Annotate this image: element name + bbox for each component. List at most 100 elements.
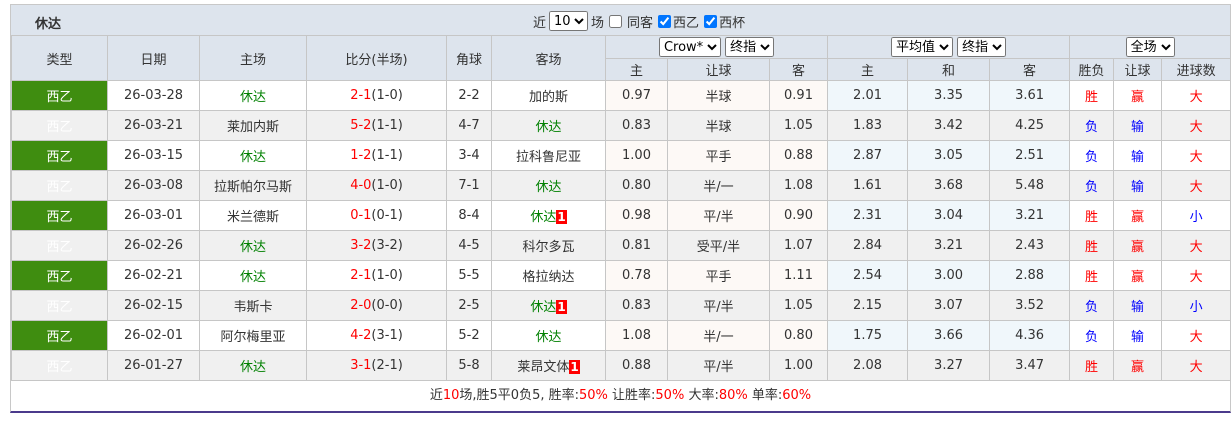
company-select[interactable]: Crow* [658, 37, 721, 57]
match-count-select[interactable]: 10 [549, 11, 589, 31]
league-type[interactable]: 西乙 [11, 290, 108, 321]
score[interactable]: 2-1(1-0) [306, 80, 447, 111]
same-away-checkbox[interactable] [609, 14, 623, 28]
col-date: 日期 [107, 35, 200, 81]
away-team[interactable]: 拉科鲁尼亚 [491, 140, 606, 171]
home-team[interactable]: 莱加内斯 [199, 110, 307, 141]
euro-odds: 3.68 [907, 170, 991, 201]
league-type[interactable]: 西乙 [11, 140, 108, 171]
red-card-badge: 1 [556, 210, 567, 224]
away-team[interactable]: 科尔多瓦 [491, 230, 606, 261]
handicap-odds: 0.81 [605, 230, 668, 261]
score[interactable]: 4-2(3-1) [306, 320, 447, 351]
euro-mode-select[interactable]: 终指 [957, 37, 1007, 57]
euro-odds: 2.88 [989, 260, 1071, 291]
league-type[interactable]: 西乙 [11, 110, 108, 141]
avg-select[interactable]: 平均值 [890, 37, 953, 57]
euro-odds: 2.08 [827, 350, 909, 381]
away-team-name: 加的斯 [528, 90, 568, 105]
league-laliga2-label: 西乙 [673, 15, 700, 31]
handicap-odds: 1.00 [768, 350, 829, 381]
euro-odds: 2.87 [827, 140, 909, 171]
result-handicap: 输 [1113, 320, 1163, 351]
subcol-header: 进球数 [1161, 58, 1231, 81]
home-team[interactable]: 阿尔梅里亚 [199, 320, 307, 351]
score[interactable]: 3-1(2-1) [306, 350, 447, 381]
full-time-score: 3-2 [350, 238, 372, 253]
result-win-loss: 胜 [1069, 80, 1115, 111]
result-handicap: 赢 [1113, 350, 1163, 381]
away-team[interactable]: 休达 [491, 320, 606, 351]
home-team[interactable]: 休达 [199, 260, 307, 291]
away-team[interactable]: 休达1 [491, 290, 606, 321]
handicap-odds: 1.07 [768, 230, 829, 261]
home-team[interactable]: 韦斯卡 [199, 290, 307, 321]
subcol-header: 和 [907, 58, 991, 81]
odd-rate: 60% [782, 388, 812, 403]
handicap-mode-select[interactable]: 终指 [725, 37, 775, 57]
half-time-score: (2-1) [371, 358, 403, 373]
score[interactable]: 3-2(3-2) [306, 230, 447, 261]
euro-odds: 3.05 [907, 140, 991, 171]
full-time-score: 1-2 [350, 148, 372, 163]
result-win-loss: 胜 [1069, 260, 1115, 291]
euro-odds: 2.31 [827, 200, 909, 231]
away-team-name: 休达 [530, 210, 557, 225]
league-type[interactable]: 西乙 [11, 320, 108, 351]
away-team[interactable]: 格拉纳达 [491, 260, 606, 291]
home-team[interactable]: 休达 [199, 350, 307, 381]
subcol-header: 胜负 [1069, 58, 1115, 81]
euro-odds: 3.00 [907, 260, 991, 291]
match-date: 26-02-15 [107, 290, 200, 321]
home-team[interactable]: 拉斯帕尔马斯 [199, 170, 307, 201]
full-time-score: 5-2 [350, 118, 372, 133]
summary-text: 近 [429, 388, 443, 403]
league-type[interactable]: 西乙 [11, 260, 108, 291]
corners: 8-4 [446, 200, 492, 231]
score[interactable]: 2-0(0-0) [306, 290, 447, 321]
score[interactable]: 0-1(0-1) [306, 200, 447, 231]
score[interactable]: 1-2(1-1) [306, 140, 447, 171]
home-team[interactable]: 休达 [199, 230, 307, 261]
home-team-name: 莱加内斯 [226, 120, 279, 135]
away-team[interactable]: 休达1 [491, 200, 606, 231]
league-type[interactable]: 西乙 [11, 230, 108, 261]
recent-matches-panel: 休达 近 10 场 同客 西乙 西杯 类型 日期 主场 比分(半场) 角球 客场… [10, 4, 1231, 413]
match-row: 西乙 26-03-28 休达 2-1(1-0) 2-2 加的斯 0.97 半球 0.91 2.01… [11, 80, 1231, 111]
match-row: 西乙 26-02-01 阿尔梅里亚 4-2(3-1) 5-2 休达 1.08 半/一 0.80 1… [11, 320, 1231, 351]
result-win-loss: 负 [1069, 140, 1115, 171]
scope-select[interactable]: 全场 [1125, 37, 1175, 57]
euro-odds: 3.47 [989, 350, 1071, 381]
col-corner: 角球 [446, 35, 492, 81]
result-handicap: 输 [1113, 290, 1163, 321]
euro-odds: 4.36 [989, 320, 1071, 351]
away-team-name: 休达 [535, 180, 562, 195]
result-handicap: 输 [1113, 110, 1163, 141]
result-group: 全场 [1069, 35, 1231, 59]
league-type[interactable]: 西乙 [11, 80, 108, 111]
result-handicap: 输 [1113, 170, 1163, 201]
league-type[interactable]: 西乙 [11, 200, 108, 231]
match-date: 26-02-21 [107, 260, 200, 291]
score[interactable]: 4-0(1-0) [306, 170, 447, 201]
away-team-name: 莱昂文体 [517, 360, 570, 375]
title-bar: 休达 近 10 场 同客 西乙 西杯 [11, 5, 1230, 35]
away-team[interactable]: 莱昂文体1 [491, 350, 606, 381]
home-team[interactable]: 米兰德斯 [199, 200, 307, 231]
score[interactable]: 2-1(1-0) [306, 260, 447, 291]
league-cup-checkbox[interactable] [704, 14, 718, 28]
league-type[interactable]: 西乙 [11, 170, 108, 201]
away-team[interactable]: 休达 [491, 110, 606, 141]
score[interactable]: 5-2(1-1) [306, 110, 447, 141]
league-laliga2-checkbox[interactable] [658, 14, 672, 28]
corners: 7-1 [446, 170, 492, 201]
result-handicap: 赢 [1113, 200, 1163, 231]
home-team[interactable]: 休达 [199, 140, 307, 171]
home-team-name: 休达 [239, 90, 266, 105]
away-team[interactable]: 休达 [491, 170, 606, 201]
home-team[interactable]: 休达 [199, 80, 307, 111]
away-team[interactable]: 加的斯 [491, 80, 606, 111]
handicap-odds: 平手 [667, 260, 770, 291]
league-type[interactable]: 西乙 [11, 350, 108, 381]
handicap-odds: 平/半 [667, 200, 770, 231]
